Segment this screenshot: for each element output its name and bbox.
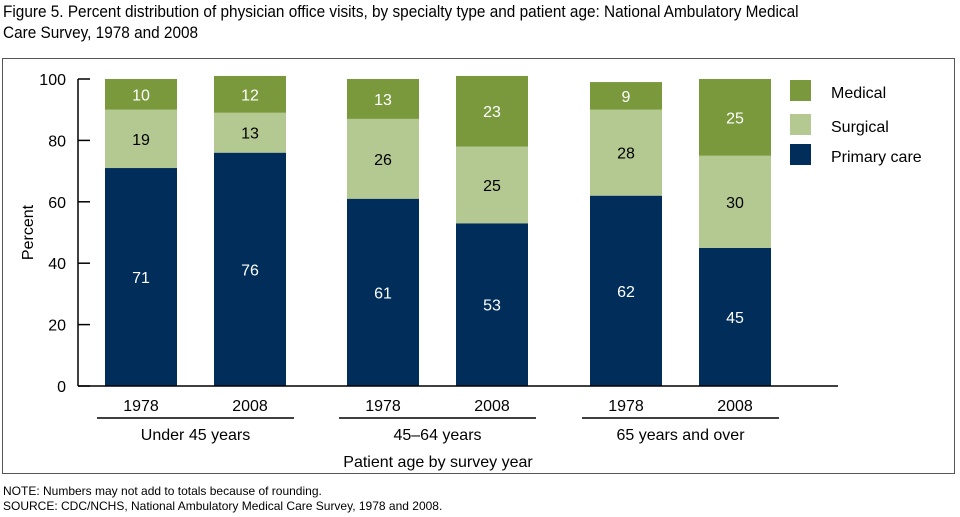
y-tick-label-0: 0 [57,379,66,396]
chart-title: Figure 5. Percent distribution of physic… [3,2,952,44]
legend-swatch-primary-care [790,144,811,165]
data-label-primary-care-2: 61 [374,285,392,302]
legend: Medical Surgical Primary care [790,80,922,166]
bars-layer: 71 19 10 76 13 12 61 26 13 53 25 23 62 28 9 45 30 25 [105,75,771,386]
data-label-surgical-5: 30 [726,195,744,212]
x-axis-title: Patient age by survey year [343,454,533,471]
data-label-primary-care-0: 71 [132,270,150,287]
note-text: NOTE: Numbers may not add to totals beca… [3,484,322,498]
y-tick-label-100: 100 [39,72,66,89]
chart-title-line-1: Figure 5. Percent distribution of physic… [3,3,799,21]
x-tick-label-0: 1978 [123,398,159,415]
group-label-2: 65 years and over [616,427,745,444]
bar-segment-medical-3 [456,75,528,147]
data-label-medical-5: 25 [726,110,744,127]
y-tick-label-80: 80 [48,133,66,150]
data-label-medical-4: 9 [622,89,631,106]
bar-segment-primary-care-3 [456,223,528,386]
legend-label-medical: Medical [831,85,886,102]
data-label-medical-3: 23 [483,104,501,121]
x-tick-label-2: 1978 [365,398,401,415]
group-label-0: Under 45 years [141,427,250,444]
bar-segment-surgical-3 [456,146,528,224]
y-axis-title: Percent [20,204,37,260]
bar-segment-medical-5 [699,79,771,156]
bar-segment-primary-care-1 [214,152,286,386]
bar-segment-surgical-5 [699,155,771,248]
data-label-surgical-0: 19 [132,132,150,149]
data-label-primary-care-5: 45 [726,310,744,327]
x-tick-label-1: 2008 [232,398,268,415]
bar-segment-surgical-4 [590,109,662,196]
x-tick-label-5: 2008 [717,398,753,415]
data-label-surgical-2: 26 [374,152,392,169]
data-label-surgical-3: 25 [483,178,501,195]
legend-swatch-surgical [790,114,811,135]
data-label-medical-2: 13 [374,92,392,109]
bar-segment-primary-care-0 [105,168,177,386]
bar-segment-primary-care-5 [699,247,771,386]
data-label-medical-1: 12 [241,87,259,104]
source-text: SOURCE: CDC/NCHS, National Ambulatory Me… [3,499,443,513]
bar-segment-primary-care-4 [590,195,662,386]
legend-swatch-medical [790,80,811,101]
group-label-1: 45–64 years [393,427,481,444]
data-label-primary-care-3: 53 [483,298,501,315]
bar-segment-medical-1 [214,75,286,113]
axes-layer: 0 20 40 60 80 100 Percent [20,72,838,396]
footnotes: NOTE: Numbers may not add to totals beca… [3,484,442,514]
data-label-medical-0: 10 [132,87,150,104]
bar-segment-medical-4 [590,82,662,110]
x-tick-label-4: 1978 [608,398,644,415]
data-label-primary-care-4: 62 [617,284,635,301]
chart-frame [2,58,955,474]
bar-segment-primary-care-2 [347,198,419,386]
bar-segment-surgical-2 [347,118,419,199]
data-label-surgical-1: 13 [241,126,259,143]
legend-label-surgical: Surgical [831,119,889,136]
y-tick-label-60: 60 [48,195,66,212]
bar-segment-surgical-0 [105,109,177,169]
bar-segment-surgical-1 [214,112,286,153]
legend-label-primary-care: Primary care [831,149,922,166]
x-axis-labels: 1978 2008 1978 2008 1978 2008 Under 45 years 45… [97,398,779,471]
data-label-primary-care-1: 76 [241,262,259,279]
chart-title-line-2: Care Survey, 1978 and 2008 [3,24,199,42]
data-label-surgical-4: 28 [617,146,635,163]
bar-segment-medical-0 [105,79,177,110]
y-tick-label-40: 40 [48,256,66,273]
y-tick-label-20: 20 [48,318,66,335]
x-tick-label-3: 2008 [474,398,510,415]
bar-segment-medical-2 [347,79,419,119]
